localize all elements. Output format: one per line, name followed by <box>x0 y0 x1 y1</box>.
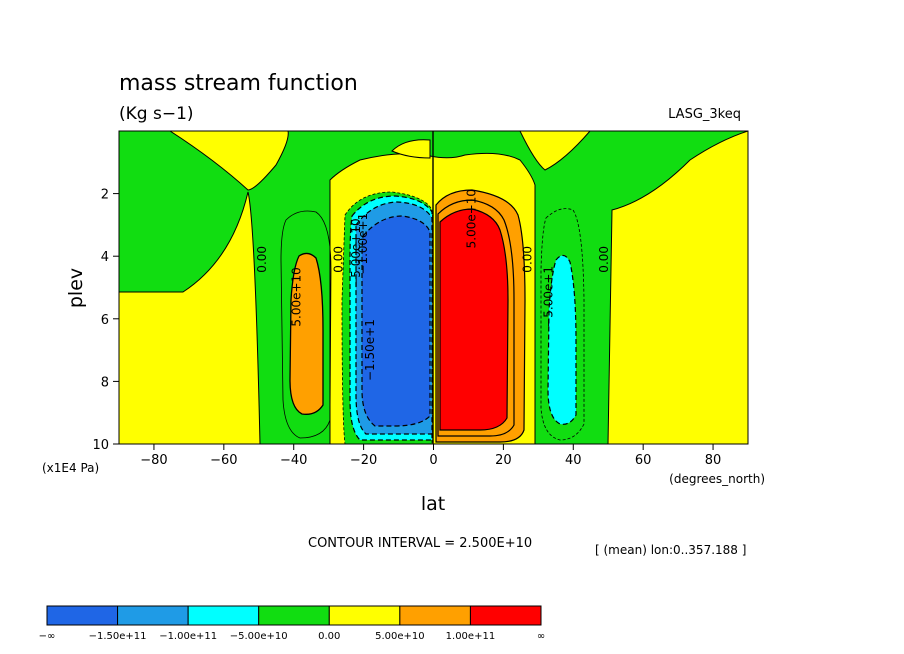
chart-title: mass stream function <box>119 71 358 96</box>
y-axis-title: plev <box>65 268 87 308</box>
colorbar-label: ∞ <box>537 631 545 642</box>
contour-label: −1.50e+1 <box>363 319 377 381</box>
x-tick-label: 20 <box>495 453 512 468</box>
contour-label: 0.00 <box>332 246 346 273</box>
x-tick-label: 0 <box>429 453 437 468</box>
contour-label: 0.00 <box>520 246 534 273</box>
contour-label: 0.00 <box>597 246 611 273</box>
x-tick-label: −80 <box>140 453 167 468</box>
field-top-pocket <box>391 139 431 159</box>
colorbar-swatch <box>469 605 542 626</box>
mean-longitude-label: [ (mean) lon:0..357.188 ] <box>595 543 746 557</box>
field-southern-ferrel-core <box>289 252 324 415</box>
colorbar-label: −5.00e+10 <box>230 631 288 642</box>
y-tick-label: 8 <box>101 375 109 390</box>
contour-interval-label: CONTOUR INTERVAL = 2.500E+10 <box>308 536 532 551</box>
x-tick-label: −40 <box>280 453 307 468</box>
y-tick-label: 2 <box>101 188 109 203</box>
colorbar-label: 5.00e+10 <box>375 631 425 642</box>
colorbar-swatch <box>46 605 119 626</box>
contour-label: −5.00e+1 <box>541 266 555 328</box>
dataset-label: LASG_3keq <box>668 107 741 122</box>
colorbar-swatch <box>399 605 471 626</box>
x-axis-title: lat <box>421 493 445 515</box>
field-northern-hadley-core <box>439 208 509 431</box>
contour-label: 0.00 <box>255 246 269 273</box>
x-axis-units: (degrees_north) <box>669 472 765 486</box>
field-northern-ferrel-core <box>547 254 577 425</box>
colorbar-label: 0.00 <box>318 631 340 642</box>
field-southern-ferrel-outer <box>280 210 332 439</box>
x-tick-label: 40 <box>565 453 582 468</box>
x-tick-label: −20 <box>350 453 377 468</box>
x-tick-label: −60 <box>210 453 237 468</box>
contour-labels: 0.005.00e+100.00 −5.00e+10−1.00e+1−1.50e+… <box>255 189 611 381</box>
field-northern-ferrel-outer <box>540 208 585 441</box>
colorbar-label: 1.00e+11 <box>446 631 496 642</box>
colorbar-swatch <box>258 605 330 626</box>
colorbar-label: −∞ <box>39 631 56 642</box>
colorbar: −∞ −1.50e+11 −1.00e+11 −5.00e+10 0.00 5.00e+1… <box>39 605 545 642</box>
y-tick-label: 6 <box>101 313 109 328</box>
colorbar-label: −1.50e+11 <box>89 631 147 642</box>
contour-label: 5.00e+10 <box>464 189 478 248</box>
y-tick-label: 4 <box>101 250 109 265</box>
colorbar-label: −1.00e+11 <box>159 631 217 642</box>
x-tick-label: 80 <box>705 453 722 468</box>
axis-ticks: −80 −60 −40 −20 0 20 40 60 80 2 4 6 8 10 <box>92 188 721 468</box>
contour-label: −1.00e+1 <box>356 213 370 275</box>
chart-units: (Kg s−1) <box>119 104 194 124</box>
plot-area <box>119 131 748 444</box>
contour-label: −5.00e+10 <box>349 218 363 287</box>
colorbar-swatch <box>117 605 189 626</box>
y-tick-label: 10 <box>92 438 109 453</box>
x-tick-label: 60 <box>635 453 652 468</box>
colorbar-swatch <box>187 605 260 626</box>
contour-label: 5.00e+10 <box>290 267 304 326</box>
field-southern-hadley-core <box>361 215 431 427</box>
y-axis-units: (x1E4 Pa) <box>42 461 99 475</box>
colorbar-swatch <box>328 605 401 626</box>
field-zero-band <box>119 131 748 444</box>
